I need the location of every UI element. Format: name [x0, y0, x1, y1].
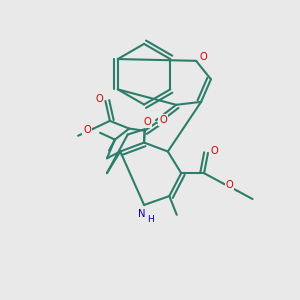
Text: O: O [159, 115, 167, 125]
Text: H: H [147, 215, 154, 224]
Text: O: O [143, 117, 151, 127]
Text: O: O [95, 94, 103, 103]
Text: O: O [211, 146, 218, 156]
Text: O: O [226, 180, 233, 190]
Text: O: O [200, 52, 208, 62]
Text: O: O [83, 125, 91, 135]
Text: N: N [138, 209, 146, 219]
